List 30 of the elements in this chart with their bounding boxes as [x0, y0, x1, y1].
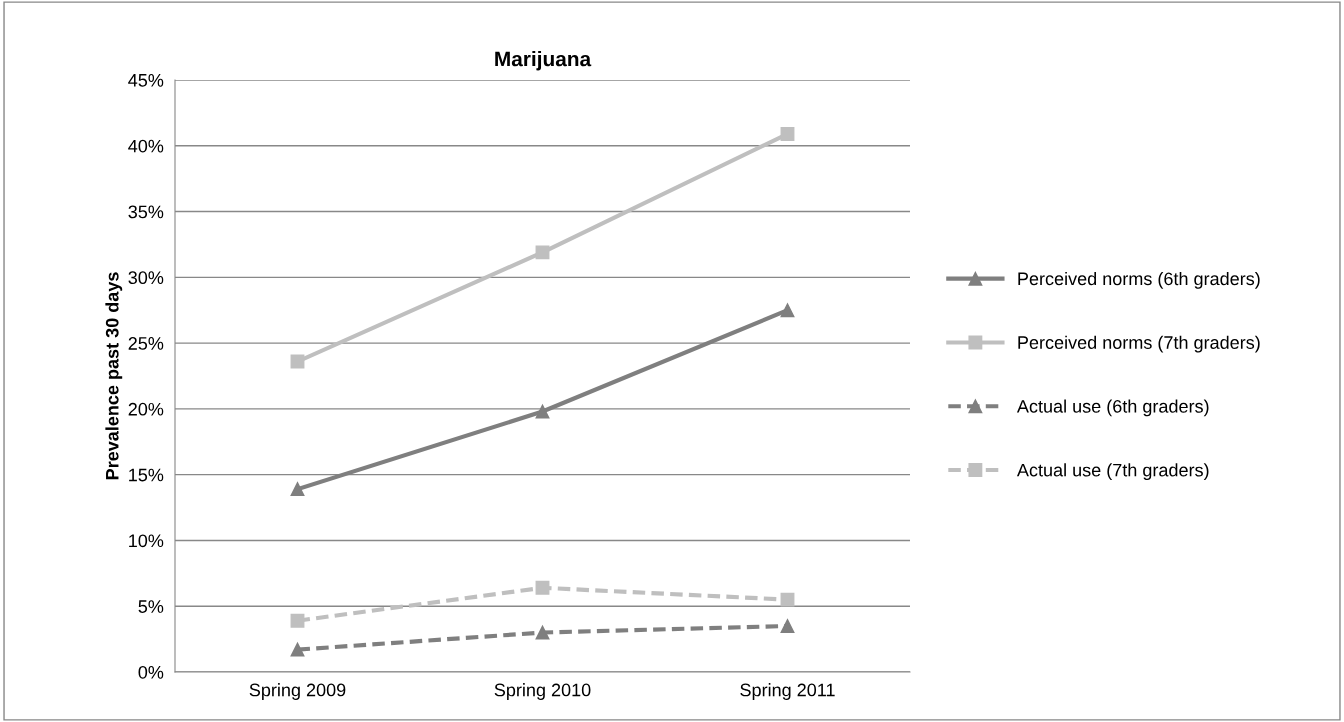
point: [780, 592, 795, 607]
point: [535, 245, 550, 260]
chart-title: Marijuana: [495, 51, 592, 71]
legend-label: Actual use (7th graders): [1016, 463, 1209, 481]
point: [780, 619, 795, 633]
y-tick-label: 45%: [128, 74, 164, 87]
point: [780, 303, 795, 318]
legend-label: Perceived norms (7th graders): [1018, 335, 1260, 353]
y-tick-label: 15%: [129, 468, 164, 482]
legend-label: Actual use (6th graders): [1016, 399, 1209, 417]
x-tick-label: Spring 2009: [249, 683, 346, 700]
point: [780, 126, 795, 141]
point: [290, 642, 305, 657]
point: [290, 482, 305, 497]
point: [535, 404, 550, 419]
point: [535, 625, 550, 640]
y-tick-label: 30%: [128, 271, 164, 285]
y-tick-label: 20%: [128, 402, 164, 416]
legend-label: Perceived norms (6th graders): [1018, 271, 1260, 289]
y-tick-label: 35%: [128, 205, 164, 219]
y-tick-label: 40%: [128, 139, 164, 153]
y-tick-label: 0%: [138, 665, 164, 679]
point: [290, 613, 305, 628]
x-tick-label: Spring 2011: [740, 683, 835, 700]
x-tick-label: Spring 2010: [494, 683, 591, 700]
y-tick-label: 10%: [129, 534, 164, 548]
y-axis-title: Prevalence past 30 days: [105, 272, 123, 480]
y-tick-label: 5%: [138, 600, 164, 613]
y-tick-label: 25%: [128, 337, 164, 350]
point: [535, 580, 550, 595]
